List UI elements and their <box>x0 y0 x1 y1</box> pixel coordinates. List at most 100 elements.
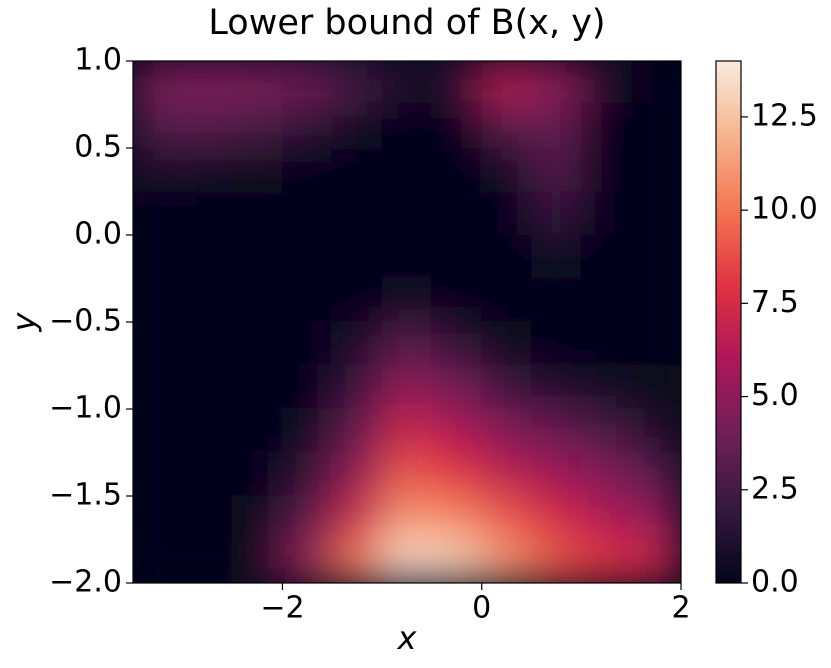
y-tick-label: −0.5 <box>49 304 122 339</box>
heat-cell <box>182 147 234 192</box>
heatmap <box>133 61 681 583</box>
heat-cell <box>531 408 582 453</box>
heat-cell <box>331 104 383 149</box>
heat-cell <box>331 539 383 583</box>
heat-cell <box>281 234 333 279</box>
colorbar <box>715 60 742 584</box>
heat-cell <box>281 104 333 149</box>
heat-cell <box>431 495 483 540</box>
heat-cell <box>381 147 433 192</box>
heat-cell <box>481 495 533 540</box>
heat-cell <box>281 365 333 410</box>
heat-cell <box>381 408 433 453</box>
heat-cell <box>133 234 184 279</box>
heat-cell <box>331 321 383 366</box>
y-tick-label: −1.5 <box>49 478 122 513</box>
heat-cell <box>481 365 533 410</box>
heat-cell <box>580 495 632 540</box>
heat-cell <box>281 278 333 323</box>
heat-cell <box>281 191 333 236</box>
heat-cell <box>531 234 582 279</box>
heat-cell <box>232 104 283 149</box>
heat-cell <box>331 452 383 497</box>
y-tick-label: −2.0 <box>49 565 122 600</box>
heat-cell <box>281 495 333 540</box>
heat-cell <box>531 191 582 236</box>
colorbar-tick-label: 12.5 <box>751 98 818 133</box>
heat-cell <box>630 408 681 453</box>
heat-cell <box>630 61 681 105</box>
heat-cell <box>133 278 184 323</box>
heat-cell <box>481 452 533 497</box>
colorbar-tick-label: 0.0 <box>751 565 799 600</box>
heat-cell <box>381 61 433 105</box>
heat-cell <box>182 495 234 540</box>
y-tick-label: 0.0 <box>74 217 122 252</box>
heat-cell <box>133 539 184 583</box>
heat-cell <box>182 452 234 497</box>
heat-cell <box>331 408 383 453</box>
heat-cell <box>630 278 681 323</box>
heat-cell <box>580 147 632 192</box>
heat-cell <box>531 147 582 192</box>
heat-cell <box>133 191 184 236</box>
heat-cell <box>331 147 383 192</box>
heat-cell <box>580 104 632 149</box>
x-axis-label: x <box>397 619 418 657</box>
heat-cell <box>481 278 533 323</box>
heat-cell <box>431 191 483 236</box>
heat-cell <box>630 539 681 583</box>
heat-cell <box>381 452 433 497</box>
colorbar-tick-label: 7.5 <box>751 285 799 320</box>
heat-cell <box>431 539 483 583</box>
heat-cell <box>232 278 283 323</box>
heat-cell <box>331 495 383 540</box>
heat-cell <box>580 234 632 279</box>
heat-cell <box>531 495 582 540</box>
heat-cell <box>580 408 632 453</box>
heat-cell <box>281 147 333 192</box>
heat-cell <box>381 495 433 540</box>
heat-cell <box>381 191 433 236</box>
heat-cell <box>630 234 681 279</box>
x-tick-label: 2 <box>671 591 690 626</box>
heat-cell <box>133 321 184 366</box>
heat-cell <box>232 61 283 105</box>
heat-cell <box>580 452 632 497</box>
heat-cell <box>331 234 383 279</box>
heat-cell <box>481 321 533 366</box>
ticks: −2 0 2 1.0 0.5 0.0 −0.5 −1.0 −1.5 −2.0 0.0 2.5 5.0 7.… <box>49 43 818 626</box>
heat-cell <box>531 365 582 410</box>
heat-cell <box>281 539 333 583</box>
heat-cell <box>580 191 632 236</box>
heat-cell <box>182 539 234 583</box>
heat-cell <box>133 495 184 540</box>
heat-cell <box>531 539 582 583</box>
heat-cell <box>481 234 533 279</box>
heat-cell <box>580 539 632 583</box>
heat-cell <box>630 191 681 236</box>
heat-cell <box>232 365 283 410</box>
heat-cell <box>331 278 383 323</box>
heat-cell <box>481 191 533 236</box>
heat-cell <box>531 278 582 323</box>
heat-cell <box>232 539 283 583</box>
heat-cell <box>133 452 184 497</box>
heat-cell <box>431 408 483 453</box>
x-tick-label: 0 <box>472 591 491 626</box>
heat-cell <box>182 408 234 453</box>
heat-cell <box>431 365 483 410</box>
heat-cell <box>531 104 582 149</box>
heat-cell <box>381 539 433 583</box>
y-tick-label: 1.0 <box>74 43 122 78</box>
heat-cell <box>630 104 681 149</box>
heat-cell <box>431 234 483 279</box>
heat-cell <box>431 104 483 149</box>
heat-cell <box>381 321 433 366</box>
heat-cell <box>232 234 283 279</box>
heat-cell <box>281 61 333 105</box>
heat-cell <box>182 321 234 366</box>
heat-cell <box>531 452 582 497</box>
colorbar-tick-label: 5.0 <box>751 378 799 413</box>
